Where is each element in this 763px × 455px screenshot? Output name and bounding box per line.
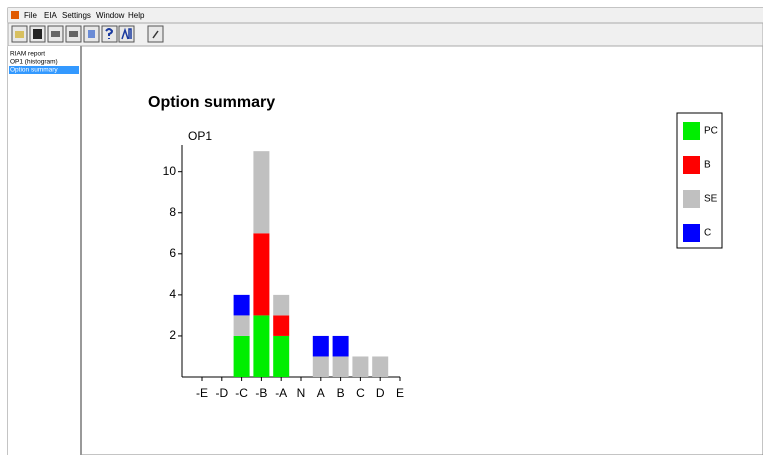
icon xyxy=(88,30,95,38)
x-tick-label: N xyxy=(297,386,306,400)
window-frame xyxy=(7,7,763,455)
toolbar xyxy=(7,22,763,47)
toolbar-buttons xyxy=(11,25,164,43)
y-tick-label: 10 xyxy=(163,164,177,178)
bar-segment xyxy=(273,335,290,377)
menu-item[interactable]: Window xyxy=(96,11,125,20)
sidebar-item[interactable]: OP1 (histogram) xyxy=(10,59,58,66)
x-tick-label: -B xyxy=(255,386,267,400)
x-tick-label: A xyxy=(317,386,325,400)
icon xyxy=(15,31,24,38)
x-tick-label: B xyxy=(337,386,345,400)
icon xyxy=(121,27,132,40)
bar-segment xyxy=(312,335,329,357)
menu-bar xyxy=(8,8,763,23)
x-tick-label: -E xyxy=(196,386,208,400)
icon xyxy=(69,31,78,37)
bar-segment xyxy=(273,294,290,316)
menu-item[interactable]: Settings xyxy=(62,11,91,20)
legend-label: B xyxy=(704,160,711,171)
y-tick-label: 6 xyxy=(169,246,176,260)
bar-segment xyxy=(253,315,270,377)
x-tick-label: -C xyxy=(235,386,248,400)
bar-segment xyxy=(233,335,250,377)
icon xyxy=(33,29,42,39)
selected-highlight xyxy=(9,66,79,74)
legend-label: PC xyxy=(704,126,718,137)
legend-swatch xyxy=(683,156,700,174)
legend-swatch xyxy=(683,122,700,140)
y-tick-label: 2 xyxy=(169,328,176,342)
bar-segment xyxy=(332,335,349,357)
y-axis-label: OP1 xyxy=(188,129,212,143)
sidebar-item[interactable]: Option summary xyxy=(10,67,58,74)
bar-segment xyxy=(233,294,250,316)
x-tick-label: D xyxy=(376,386,385,400)
icon xyxy=(51,31,60,37)
x-tick-label: E xyxy=(396,386,404,400)
legend-swatch xyxy=(683,224,700,242)
bar-segment xyxy=(352,356,369,377)
bar-segment xyxy=(273,315,290,336)
bar-segment xyxy=(253,151,270,234)
y-tick-label: 8 xyxy=(169,205,176,219)
icon xyxy=(105,28,114,39)
sidebar xyxy=(8,46,80,455)
menu-item[interactable]: File xyxy=(24,11,37,20)
icon xyxy=(152,30,159,39)
menu-item[interactable]: EIA xyxy=(44,11,58,20)
legend-label: C xyxy=(704,228,711,239)
bar-segment xyxy=(332,356,349,377)
bar-segment xyxy=(233,315,250,336)
y-tick-label: 4 xyxy=(169,287,176,301)
chart-title: Option summary xyxy=(148,94,275,111)
sidebar-item[interactable]: RIAM report xyxy=(10,51,45,58)
x-tick-label: -D xyxy=(215,386,228,400)
bar-segment xyxy=(312,356,329,377)
menu-item[interactable]: Help xyxy=(128,11,145,20)
bar-segment xyxy=(372,356,389,377)
legend-label: SE xyxy=(704,194,718,205)
x-tick-label: -A xyxy=(275,386,287,400)
bar-segment xyxy=(253,233,270,316)
app-icon xyxy=(11,11,19,19)
x-tick-label: C xyxy=(356,386,365,400)
legend-swatch xyxy=(683,190,700,208)
